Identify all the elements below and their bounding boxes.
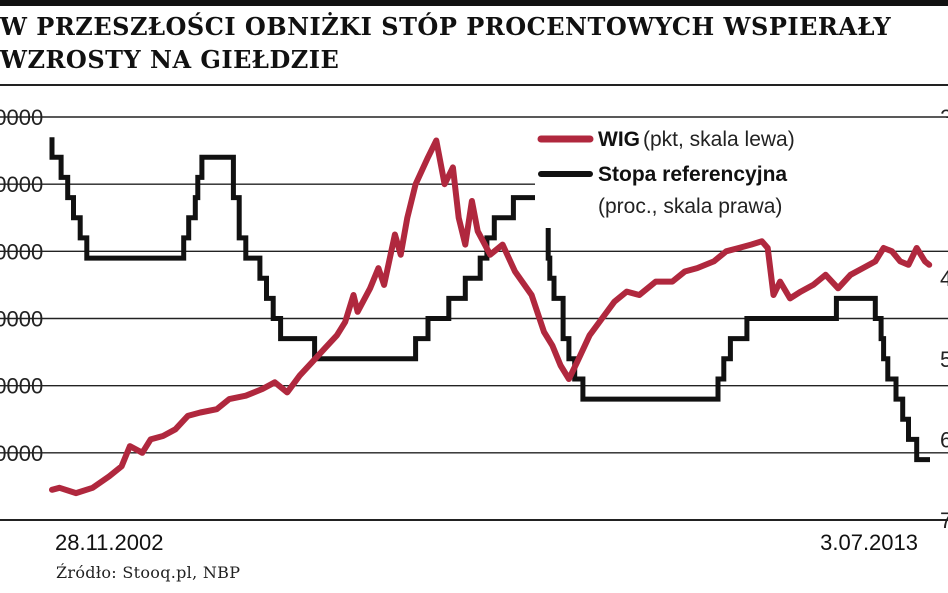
y-right-tick-label: 5 [940,347,948,372]
title-separator [0,84,948,86]
x-start-label: 28.11.2002 [55,530,163,555]
y-left-tick-label: 50000 [0,307,43,332]
x-end-label: 3.07.2013 [820,530,918,555]
series-line-wig [49,137,933,497]
series-line-stopa-referencyjna [49,137,930,463]
y-left-tick-label: 70000 [0,441,43,466]
legend-note-stopa: (proc., skala prawa) [598,195,782,218]
y-left-tick-label: 20000 [0,105,43,130]
legend-label-stopa: Stopa referencyjna [598,163,787,186]
y-left-tick-label: 30000 [0,172,43,197]
legend-note-wig: (pkt, skala lewa) [643,128,795,151]
y-right-tick-label: 2 [940,105,948,130]
chart-title: W PRZESZŁOŚCI OBNIŻKI STÓP PROCENTOWYCH … [0,10,948,76]
chart-title-line-1: W PRZESZŁOŚCI OBNIŻKI STÓP PROCENTOWYCH … [0,12,892,41]
y-right-tick-label: 4 [940,266,948,291]
y-left-tick-label: 60000 [0,374,43,399]
legend-background [535,118,948,228]
y-right-tick-label: 6 [940,427,948,452]
top-rule [0,0,948,6]
legend-label-wig: WIG [598,128,640,151]
y-right-tick-label: 7 [940,508,948,533]
source-note: Źródło: Stooq.pl, NBP [56,563,241,582]
chart-title-line-2: WZROSTY NA GIEŁDZIE [0,45,340,74]
y-left-tick-label: 40000 [0,239,43,264]
